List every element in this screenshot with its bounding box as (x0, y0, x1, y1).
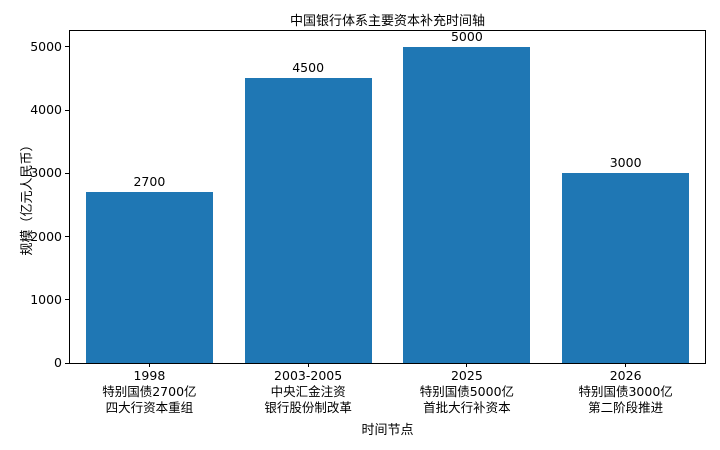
x-tick-label: 1998 特别国债2700亿 四大行资本重组 (102, 368, 197, 415)
y-tick-mark (65, 46, 69, 48)
bar (562, 173, 690, 363)
bar-value-label: 4500 (292, 60, 325, 76)
x-tick-label: 2003-2005 中央汇金注资 银行股份制改革 (264, 368, 352, 415)
y-tick-label: 5000 (30, 38, 62, 54)
x-tick-label: 2026 特别国债3000亿 第二阶段推进 (578, 368, 673, 415)
x-tick-label: 2025 特别国债5000亿 首批大行补资本 (419, 368, 515, 415)
bar-value-label: 2700 (133, 174, 166, 190)
plot-area: 0 1000 2000 3000 4000 5000 2700 1998 特别国债2700亿 … (30, 28, 706, 415)
bar-value-label: 3000 (609, 155, 642, 171)
y-tick-mark (65, 109, 69, 111)
x-tick-mark (148, 363, 150, 367)
y-tick-label: 1000 (30, 291, 62, 307)
y-tick-mark (65, 172, 69, 174)
y-tick-label: 0 (54, 355, 62, 370)
chart-title: 中国银行体系主要资本补充时间轴 (289, 14, 485, 29)
y-tick-label: 2000 (30, 228, 62, 244)
y-tick-mark (65, 362, 69, 364)
bar (244, 78, 372, 363)
x-tick-mark (466, 363, 468, 367)
x-tick-mark (307, 363, 309, 367)
y-tick-mark (65, 299, 69, 301)
y-tick-label: 3000 (30, 165, 62, 181)
y-tick-label: 4000 (30, 102, 62, 118)
bar (85, 192, 213, 363)
x-axis-label: 时间节点 (361, 423, 414, 438)
x-tick-mark (625, 363, 627, 367)
y-tick-mark (65, 236, 69, 238)
bar (403, 46, 531, 363)
bar-value-label: 5000 (450, 28, 483, 44)
